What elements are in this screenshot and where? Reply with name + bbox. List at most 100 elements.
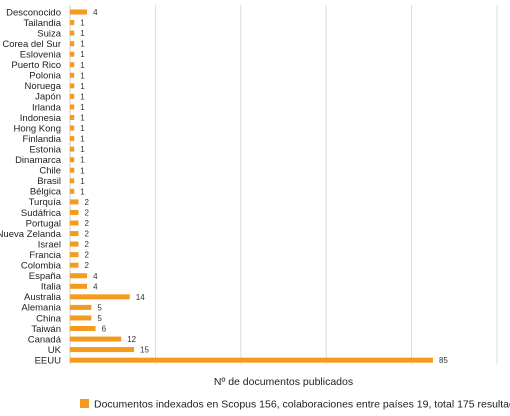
bar[interactable] bbox=[70, 93, 75, 99]
data-label: 1 bbox=[80, 50, 85, 59]
bar[interactable] bbox=[70, 294, 130, 300]
category-label: Chile bbox=[39, 166, 61, 177]
data-label: 2 bbox=[85, 198, 90, 207]
category-label: Estonia bbox=[29, 144, 61, 155]
data-label: 15 bbox=[140, 346, 149, 355]
data-label: 1 bbox=[80, 103, 85, 112]
bar[interactable] bbox=[70, 304, 92, 310]
bar[interactable] bbox=[70, 83, 75, 89]
data-label: 2 bbox=[85, 208, 90, 217]
bar[interactable] bbox=[70, 241, 79, 247]
data-label: 2 bbox=[85, 240, 90, 249]
data-label: 14 bbox=[136, 293, 145, 302]
category-label: UK bbox=[48, 345, 62, 356]
category-label: Japón bbox=[35, 92, 61, 103]
bar[interactable] bbox=[70, 273, 88, 279]
category-label: Canadá bbox=[28, 334, 62, 345]
bar[interactable] bbox=[70, 157, 75, 163]
bar[interactable] bbox=[70, 178, 75, 184]
bar[interactable] bbox=[70, 199, 79, 205]
data-label: 1 bbox=[80, 92, 85, 101]
bar[interactable] bbox=[70, 326, 96, 331]
bar[interactable] bbox=[70, 220, 79, 226]
bar[interactable] bbox=[70, 9, 88, 15]
bar[interactable] bbox=[70, 167, 75, 173]
category-label: Turquía bbox=[29, 197, 62, 208]
data-label: 1 bbox=[80, 71, 85, 80]
category-label: Polonia bbox=[29, 71, 61, 82]
bar[interactable] bbox=[70, 72, 75, 78]
bar[interactable] bbox=[70, 315, 92, 321]
bar[interactable] bbox=[70, 336, 122, 342]
bar[interactable] bbox=[70, 357, 433, 363]
legend-label: Documentos indexados en Scopus 156, cola… bbox=[94, 399, 510, 411]
data-label: 4 bbox=[93, 282, 98, 291]
bar[interactable] bbox=[70, 262, 79, 268]
category-label: Eslovenia bbox=[20, 50, 62, 61]
category-label: Dinamarca bbox=[15, 155, 62, 166]
data-label: 2 bbox=[85, 261, 90, 270]
category-label: China bbox=[36, 313, 62, 324]
data-label: 5 bbox=[97, 303, 102, 312]
data-label: 1 bbox=[80, 40, 85, 49]
data-label: 12 bbox=[127, 335, 136, 344]
category-label: Francia bbox=[29, 250, 61, 261]
bar[interactable] bbox=[70, 283, 88, 289]
category-label: Alemania bbox=[21, 303, 61, 314]
category-label: Noruega bbox=[25, 81, 62, 92]
bar[interactable] bbox=[70, 62, 75, 68]
bar[interactable] bbox=[70, 188, 75, 194]
category-label: Bélgica bbox=[30, 187, 62, 198]
x-axis-title: Nº de documentos publicados bbox=[214, 376, 353, 388]
category-label: Italia bbox=[41, 282, 62, 293]
bar[interactable] bbox=[70, 125, 75, 131]
category-label: Portugal bbox=[26, 218, 61, 229]
data-label: 2 bbox=[85, 251, 90, 260]
category-label: Brasil bbox=[37, 176, 61, 187]
category-label: Australia bbox=[24, 292, 62, 303]
category-label: Hong Kong bbox=[13, 123, 61, 134]
data-label: 5 bbox=[97, 314, 102, 323]
bar[interactable] bbox=[70, 209, 79, 215]
data-label: 2 bbox=[85, 230, 90, 239]
bar[interactable] bbox=[70, 136, 75, 142]
bar[interactable] bbox=[70, 115, 75, 120]
data-label: 1 bbox=[80, 82, 85, 91]
category-label: Colombia bbox=[21, 261, 62, 272]
data-label: 4 bbox=[93, 272, 98, 281]
category-label: Taiwán bbox=[31, 324, 61, 335]
data-label: 1 bbox=[80, 156, 85, 165]
category-label: Nueva Zelanda bbox=[0, 229, 62, 240]
data-label: 1 bbox=[80, 114, 85, 123]
data-label: 1 bbox=[80, 124, 85, 133]
category-label: Suiza bbox=[37, 28, 61, 39]
category-label: Desconocido bbox=[6, 7, 61, 18]
bar[interactable] bbox=[70, 30, 75, 36]
category-label: EEUU bbox=[35, 355, 62, 366]
data-label: 2 bbox=[85, 219, 90, 228]
data-label: 1 bbox=[80, 166, 85, 175]
bar[interactable] bbox=[70, 104, 75, 110]
category-label: Irlanda bbox=[32, 102, 62, 113]
data-label: 1 bbox=[80, 29, 85, 38]
bar[interactable] bbox=[70, 231, 79, 237]
data-label: 1 bbox=[80, 135, 85, 144]
data-label: 1 bbox=[80, 61, 85, 70]
category-label: Corea del Sur bbox=[2, 39, 61, 50]
data-label: 1 bbox=[80, 145, 85, 154]
category-label: Tailandia bbox=[24, 18, 62, 29]
category-label: Puerto Rico bbox=[11, 60, 61, 71]
data-label: 6 bbox=[102, 325, 107, 334]
bar[interactable] bbox=[70, 347, 135, 353]
data-label: 85 bbox=[439, 356, 448, 365]
bar[interactable] bbox=[70, 252, 79, 258]
category-label: Israel bbox=[38, 239, 61, 250]
bar[interactable] bbox=[70, 51, 75, 57]
bar[interactable] bbox=[70, 146, 75, 152]
category-label: Sudáfrica bbox=[21, 208, 62, 219]
bar[interactable] bbox=[70, 41, 75, 47]
data-label: 1 bbox=[80, 177, 85, 186]
bar[interactable] bbox=[70, 20, 75, 26]
